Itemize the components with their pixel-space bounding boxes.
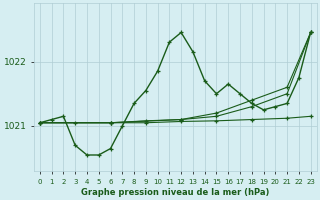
X-axis label: Graphe pression niveau de la mer (hPa): Graphe pression niveau de la mer (hPa) (81, 188, 269, 197)
